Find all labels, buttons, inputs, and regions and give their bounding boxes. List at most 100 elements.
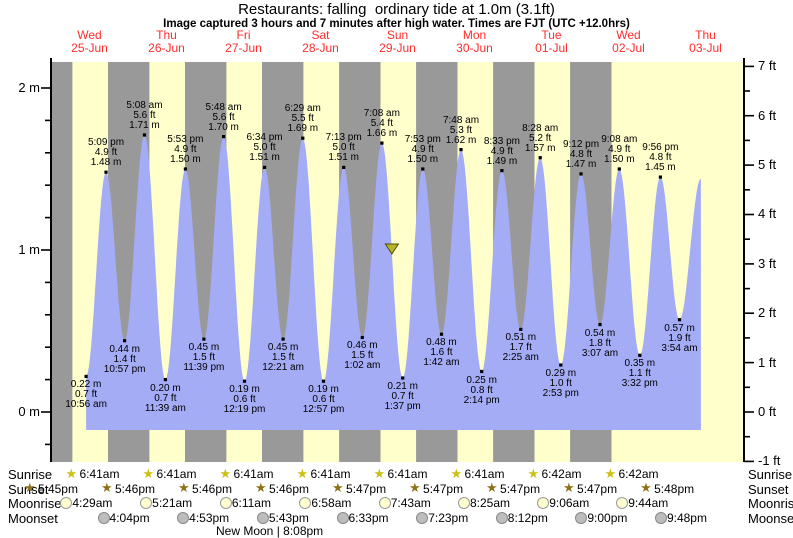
tide-height-m: 1.50 m	[170, 154, 201, 165]
tide-time: 8:28 am	[522, 122, 559, 134]
tide-height-ft: 5.6 ft	[212, 111, 235, 123]
tide-time: 7:48 am	[442, 114, 480, 126]
high-tide-annotation: 7:48 am 5.3 ft 1.62 m	[419, 114, 503, 146]
tide-height-m: 1.50 m	[604, 154, 635, 165]
sunset-icon: ★	[255, 480, 267, 495]
tide-time: 2:25 am	[502, 352, 539, 364]
low-tide-annotation: 0.22 m 0.7 ft 10:56 am	[44, 380, 128, 410]
low-tide-dot	[439, 332, 444, 336]
tide-height-m: 0.21 m	[387, 380, 418, 392]
tide-height-ft: 1.0 ft	[549, 378, 572, 390]
sunrise-icon: ★	[373, 465, 386, 481]
tide-height-ft: 4.9 ft	[411, 144, 434, 155]
high-tide-annotation: 5:09 pm 4.9 ft 1.48 m	[64, 138, 148, 168]
tide-height-ft: 4.9 ft	[94, 147, 118, 159]
sunset-icon: ★	[563, 480, 575, 495]
sunrise-time: 6:42am	[541, 467, 582, 481]
tide-height-ft: 4.8 ft	[649, 152, 672, 164]
sunset-icon: ★	[178, 480, 190, 495]
moonrise-icon	[616, 497, 629, 509]
tide-height-m: 1.49 m	[486, 155, 518, 167]
row-label-moonset-left: Moonset	[8, 510, 58, 526]
tide-height-m: 1.51 m	[328, 152, 359, 164]
tide-height-m: 0.19 m	[229, 384, 260, 396]
tide-height-m: 0.35 m	[624, 358, 656, 370]
capture-banner: Image captured 3 hours and 7 minutes aft…	[163, 18, 630, 30]
high-tide-annotation: 7:53 pm 4.9 ft 1.50 m	[381, 135, 465, 165]
day-date: 01-Jul	[535, 41, 568, 55]
sunset-time: 5:45pm	[37, 481, 78, 496]
tide-time: 12:19 pm	[223, 404, 266, 416]
high-tide-dot	[222, 135, 226, 139]
low-tide-annotation: 0.29 m 1.0 ft 2:53 pm	[519, 369, 603, 399]
low-tide-annotation: 0.51 m 1.7 ft 2:25 am	[479, 333, 563, 363]
sunrise-icon: ★	[450, 465, 463, 481]
sunrise-time: 6:41am	[310, 467, 351, 481]
tide-height-m: 0.44 m	[109, 343, 140, 355]
high-tide-annotation: 6:34 pm 5.0 ft 1.51 m	[223, 133, 307, 163]
low-tide-dot	[519, 327, 523, 331]
moonset-icon	[495, 511, 508, 524]
day-date: 03-Jul	[689, 41, 722, 55]
moonrise-icon	[537, 497, 550, 509]
sunset-icon: ★	[409, 480, 421, 495]
tide-time: 11:39 am	[144, 402, 186, 414]
low-tide-annotation: 0.45 m 1.5 ft 12:21 am	[241, 343, 325, 373]
high-tide-dot	[342, 165, 346, 169]
high-tide-annotation: 8:28 am 5.2 ft 1.57 m	[498, 122, 582, 154]
day-header: Fri 27-Jun	[206, 29, 282, 55]
row-label-moonset-right: Moonset	[748, 510, 793, 526]
tide-time: 1:02 am	[344, 360, 381, 372]
high-tide-dot	[500, 169, 504, 173]
moonrise-icon	[219, 497, 232, 509]
right-axis-label: 6 ft	[758, 107, 777, 123]
low-tide-dot	[84, 374, 88, 378]
low-tide-annotation: 0.19 m 0.6 ft 12:57 pm	[282, 385, 366, 415]
high-tide-annotation: 9:08 am 4.9 ft 1.50 m	[577, 135, 661, 165]
moonrise-time: 5:21am	[152, 496, 193, 510]
tide-height-ft: 5.2 ft	[529, 132, 552, 144]
high-tide-annotation: 7:08 am 5.4 ft 1.66 m	[340, 109, 424, 139]
tide-time: 10:57 pm	[103, 363, 146, 375]
sunset-time: 5:47pm	[346, 481, 387, 496]
tide-height-ft: 1.6 ft	[430, 347, 453, 359]
tide-time: 3:07 am	[581, 347, 619, 359]
right-axis-label: 7 ft	[758, 58, 777, 74]
left-axis-label: 1 m	[18, 242, 40, 257]
high-tide-annotation: 5:53 pm 4.9 ft 1.50 m	[143, 135, 227, 165]
tide-height-ft: 5.4 ft	[370, 118, 393, 130]
tide-time: 5:53 pm	[167, 134, 204, 145]
sunset-time: 5:47pm	[577, 481, 618, 496]
tide-height-ft: 1.8 ft	[588, 337, 612, 349]
tide-height-m: 1.51 m	[249, 152, 280, 164]
sunrise-time: 6:41am	[464, 467, 505, 481]
row-label-moonrise-right: Moonrise	[748, 496, 793, 511]
high-tide-dot	[421, 167, 425, 171]
tide-time: 11:39 pm	[183, 362, 225, 374]
low-tide-dot	[281, 337, 285, 341]
sunset-icon: ★	[101, 480, 113, 495]
sunrise-icon: ★	[604, 465, 617, 481]
tide-time: 9:08 am	[601, 134, 638, 145]
tide-height-ft: 0.8 ft	[470, 384, 493, 396]
right-axis-label: 2 ft	[758, 305, 777, 321]
right-axis-label: 0 ft	[758, 404, 777, 419]
moonset-icon	[177, 511, 190, 524]
sunset-icon: ★	[332, 480, 344, 495]
day-date: 02-Jul	[612, 41, 645, 55]
tide-time: 5:09 pm	[87, 137, 125, 149]
low-tide-dot	[559, 363, 563, 367]
high-tide-annotation: 5:48 am 5.6 ft 1.70 m	[182, 102, 266, 133]
day-header: Tue 01-Jul	[514, 29, 590, 55]
day-name: Thu	[156, 28, 177, 42]
tide-height-ft: 5.6 ft	[133, 109, 156, 121]
sunset-icon: ★	[640, 480, 652, 495]
right-axis-label: 4 ft	[758, 206, 777, 222]
day-header: Sun 29-Jun	[360, 29, 436, 55]
row-label-moonrise-left: Moonrise	[8, 496, 62, 511]
tide-height-ft: 0.7 ft	[154, 392, 177, 404]
row-label-sunset-left: Sunset	[8, 481, 49, 497]
tide-time: 8:33 pm	[483, 135, 520, 147]
low-tide-annotation: 0.25 m 0.8 ft 2:14 pm	[440, 375, 524, 406]
